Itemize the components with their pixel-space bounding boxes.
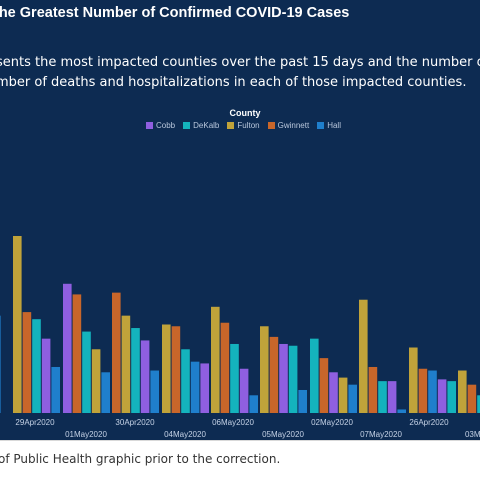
x-tick-label: 05May2020 — [262, 430, 304, 439]
chart-title: the Greatest Number of Confirmed COVID-1… — [0, 5, 350, 21]
bar-dekalb[interactable] — [32, 319, 41, 413]
bar-fulton[interactable] — [260, 326, 269, 413]
bar-dekalb[interactable] — [82, 331, 91, 413]
bar-fulton[interactable] — [211, 306, 220, 413]
bar-gwinnett[interactable] — [368, 366, 378, 413]
bar-cobb[interactable] — [279, 343, 288, 413]
bar-cobb[interactable] — [140, 340, 150, 413]
legend-title: County — [229, 108, 261, 118]
bar-fulton[interactable] — [458, 370, 467, 413]
bar-dekalb[interactable] — [447, 381, 456, 413]
bar-hall[interactable] — [397, 409, 406, 413]
bar-hall[interactable] — [298, 389, 307, 413]
x-tick-label: 01May2020 — [65, 430, 107, 439]
x-tick-label: 02May2020 — [311, 418, 353, 427]
bar-cobb[interactable] — [387, 381, 397, 413]
bar-cobb[interactable] — [63, 283, 72, 413]
bar-fulton[interactable] — [359, 299, 368, 413]
bar-fulton[interactable] — [162, 324, 171, 414]
image-caption: of Public Health graphic prior to the co… — [0, 452, 281, 466]
x-tick-label: 07May2020 — [360, 430, 402, 439]
legend-item-dekalb[interactable]: DeKalb — [183, 121, 219, 130]
legend-label: Gwinnett — [277, 121, 310, 130]
bar-fulton[interactable] — [338, 377, 348, 413]
bar-dekalb[interactable] — [310, 338, 319, 413]
chart-panel: 29Apr2020 01May2020 30Apr2020 04May2020 06Ma… — [0, 0, 480, 440]
bar-cobb[interactable] — [200, 363, 209, 413]
bar-dekalb[interactable] — [230, 343, 239, 413]
bar-gwinnett[interactable] — [269, 336, 279, 413]
legend-swatch — [317, 122, 325, 129]
legend-swatch — [227, 122, 235, 129]
legend-swatch — [267, 122, 275, 129]
bar-gwinnett[interactable] — [418, 368, 428, 413]
legend-item-cobb[interactable]: Cobb — [146, 121, 175, 130]
bar-hall[interactable] — [428, 370, 437, 413]
bar-hall[interactable] — [190, 361, 200, 413]
legend-item-gwinnett[interactable]: Gwinnett — [267, 121, 310, 130]
caption-area: of Public Health graphic prior to the co… — [0, 440, 480, 481]
bar-hall[interactable] — [101, 372, 110, 413]
x-tick-label: 29Apr2020 — [15, 418, 55, 427]
x-tick-label: 30Apr2020 — [115, 418, 155, 427]
bar-hall[interactable] — [348, 384, 357, 413]
legend: Cobb DeKalb Fulton Gwinnett Hall — [146, 121, 341, 130]
bar-gwinnett[interactable] — [72, 294, 82, 413]
bar-hall[interactable] — [249, 395, 258, 413]
x-tick-label: 03Ma — [465, 430, 480, 439]
bar-hall[interactable] — [51, 366, 60, 413]
bar-gwinnett[interactable] — [171, 326, 181, 413]
legend-label: DeKalb — [193, 121, 220, 130]
bar-gwinnett[interactable] — [112, 292, 121, 413]
legend-item-hall[interactable]: Hall — [317, 121, 341, 130]
bar-fulton[interactable] — [13, 236, 22, 413]
x-tick-label: 26Apr2020 — [409, 418, 449, 427]
bar-cobb[interactable] — [437, 379, 447, 413]
bar-dekalb[interactable] — [378, 381, 387, 413]
bar-gwinnett[interactable] — [467, 384, 477, 413]
legend-label: Hall — [327, 121, 341, 130]
legend-label: Cobb — [156, 121, 176, 130]
bar-fulton[interactable] — [409, 347, 418, 413]
bar-fulton[interactable] — [121, 315, 131, 413]
bar-gwinnett[interactable] — [319, 358, 329, 413]
bar-dekalb[interactable] — [131, 328, 140, 413]
bar-cobb[interactable] — [329, 372, 338, 413]
legend-item-fulton[interactable]: Fulton — [227, 121, 260, 130]
bar-hall[interactable] — [150, 370, 159, 413]
legend-label: Fulton — [237, 121, 260, 130]
x-tick-label: 04May2020 — [164, 430, 206, 439]
bar-hall[interactable] — [0, 315, 1, 413]
bar-cobb[interactable] — [239, 368, 249, 413]
bar-gwinnett[interactable] — [22, 312, 32, 413]
bar-gwinnett[interactable] — [220, 322, 230, 413]
legend-swatch — [183, 122, 191, 129]
bar-chart: 29Apr2020 01May2020 30Apr2020 04May2020 06Ma… — [0, 236, 480, 439]
bar-cobb[interactable] — [41, 338, 51, 413]
x-tick-label: 06May2020 — [212, 418, 254, 427]
bar-dekalb[interactable] — [477, 395, 480, 413]
bar-dekalb[interactable] — [181, 349, 190, 413]
bar-dekalb[interactable] — [288, 345, 298, 413]
description-line-2: mber of deaths and hospitalizations in e… — [0, 75, 467, 90]
legend-swatch — [146, 122, 153, 129]
bar-fulton[interactable] — [91, 349, 101, 413]
